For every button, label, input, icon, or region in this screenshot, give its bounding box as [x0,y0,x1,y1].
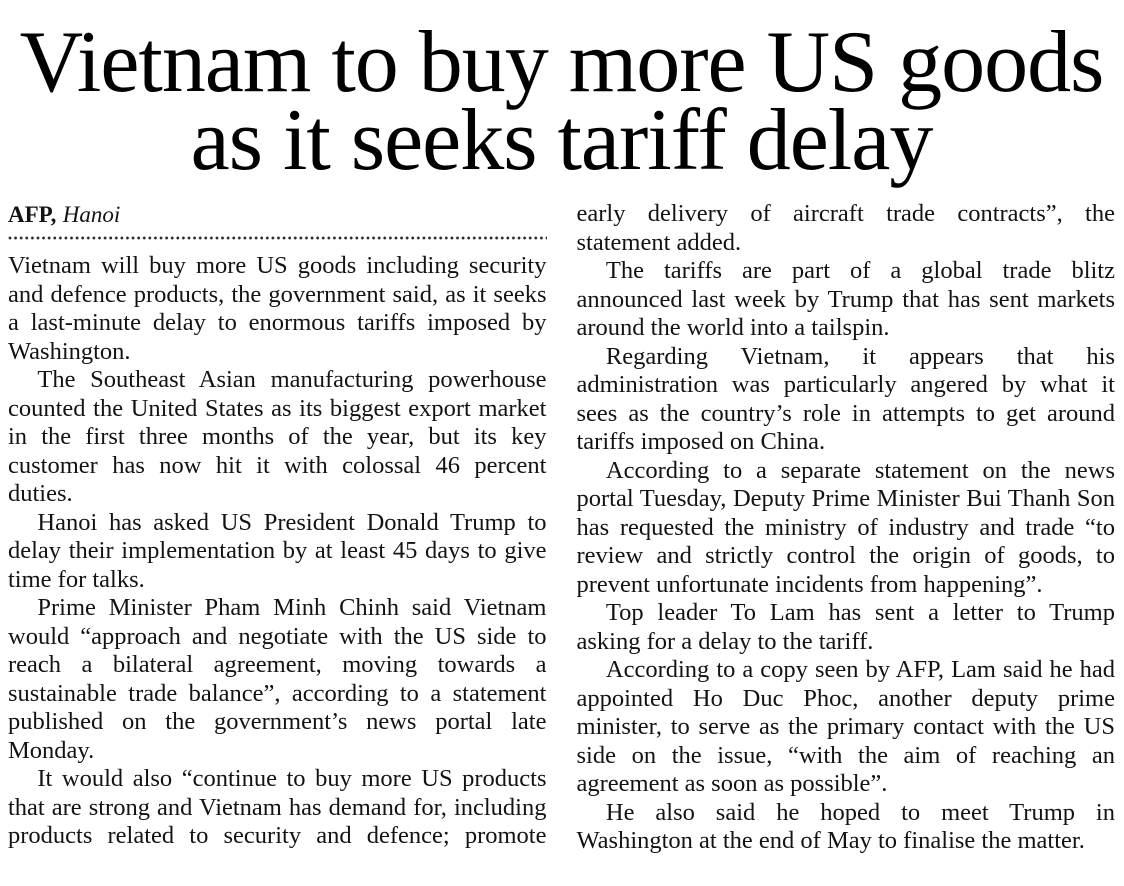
headline-line-2: as it seeks tariff delay [190,92,934,189]
dotted-divider [8,236,547,240]
headline: Vietnam to buy more US goods as it seeks… [8,14,1115,189]
byline-agency: AFP, [8,202,57,227]
article-paragraph: Regarding Vietnam, it appears that his a… [576,342,1116,456]
article-paragraph: Top leader To Lam has sent a letter to T… [576,599,1116,655]
article-paragraph: It would also “continue to buy more US p… [8,200,1115,849]
article-body: AFP, Hanoi Vietnam will buy more US goods… [8,200,1115,856]
byline: AFP, Hanoi [8,202,547,227]
article-paragraph: The Southeast Asian manufacturing powerh… [8,366,547,507]
byline-location: Hanoi [62,202,121,227]
article-paragraph: He also said he hoped to meet Trump in W… [576,798,1116,855]
article-paragraph: Prime Minister Pham Minh Chinh said Viet… [8,594,547,764]
article-paragraph: According to a separate statement on the… [576,456,1116,598]
article-paragraph: Hanoi has asked US President Donald Trum… [8,508,547,593]
article-paragraph: According to a copy seen by AFP, Lam sai… [576,656,1116,797]
article-paragraph: The tariffs are part of a global trade b… [576,257,1116,341]
article-paragraph: Vietnam will buy more US goods including… [8,252,547,365]
headline-line-1: Vietnam to buy more US goods [19,14,1105,111]
